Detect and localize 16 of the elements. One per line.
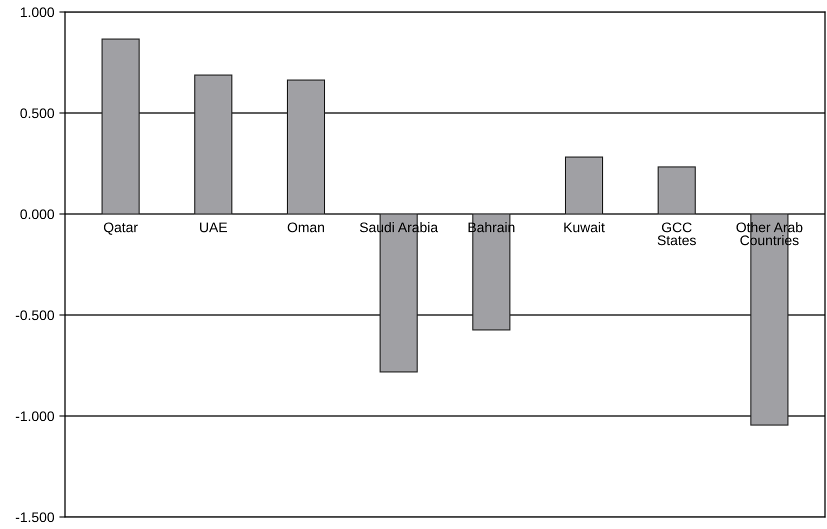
y-tick-label: -1.500 [16,512,54,522]
y-tick-label: -1.000 [16,411,54,422]
bar [194,74,232,215]
y-tick-label: 0.500 [20,108,54,118]
x-tick-label: Oman [288,222,324,232]
x-tick-label: Qatar [104,222,138,235]
x-tick-label: GCC States [658,222,696,246]
bar [286,80,326,215]
y-tick-label: 0.000 [20,209,54,220]
y-tick-label: -0.500 [16,310,54,320]
y-tick-label: 1.000 [20,7,54,18]
bar [658,166,696,215]
x-tick-label: UAE [200,222,227,232]
bar [102,38,140,215]
bar [564,156,604,215]
x-tick-label: Kuwait [564,222,605,232]
